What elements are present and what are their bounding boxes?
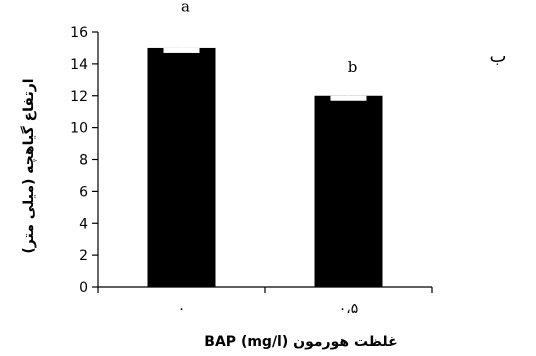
y-axis-title: ارتفاع گیاهچه (میلی متر) xyxy=(20,78,37,253)
y-tick-label: 6 xyxy=(79,184,88,200)
significance-letter: a xyxy=(181,0,190,15)
error-bars xyxy=(161,18,369,101)
y-tick-label: 10 xyxy=(70,121,88,137)
error-bar-lower xyxy=(330,95,367,101)
bar xyxy=(314,95,383,287)
x-axis: ۰ ۰،۵ xyxy=(97,286,433,317)
y-tick-label: 8 xyxy=(79,153,88,169)
bar xyxy=(147,47,216,287)
x-axis-title: غلظت هورمون BAP (mg/l) xyxy=(204,334,397,350)
significance-letter: b xyxy=(348,58,358,76)
y-tick-label: 14 xyxy=(70,57,88,73)
panel-label: ب xyxy=(490,46,507,67)
x-tick-label: ۰ xyxy=(178,301,186,317)
y-axis: 0 2 4 6 8 10 12 14 16 xyxy=(70,25,99,296)
significance-letters: ab xyxy=(181,0,357,76)
y-tick-label: 12 xyxy=(70,89,88,105)
y-tick-label: 4 xyxy=(79,216,88,232)
y-tick-label: 2 xyxy=(79,248,88,264)
error-bar-lower xyxy=(163,47,200,53)
bars xyxy=(147,47,383,287)
x-tick-label: ۰،۵ xyxy=(339,301,359,317)
y-tick-label: 0 xyxy=(79,280,88,296)
y-tick-label: 16 xyxy=(70,25,88,41)
